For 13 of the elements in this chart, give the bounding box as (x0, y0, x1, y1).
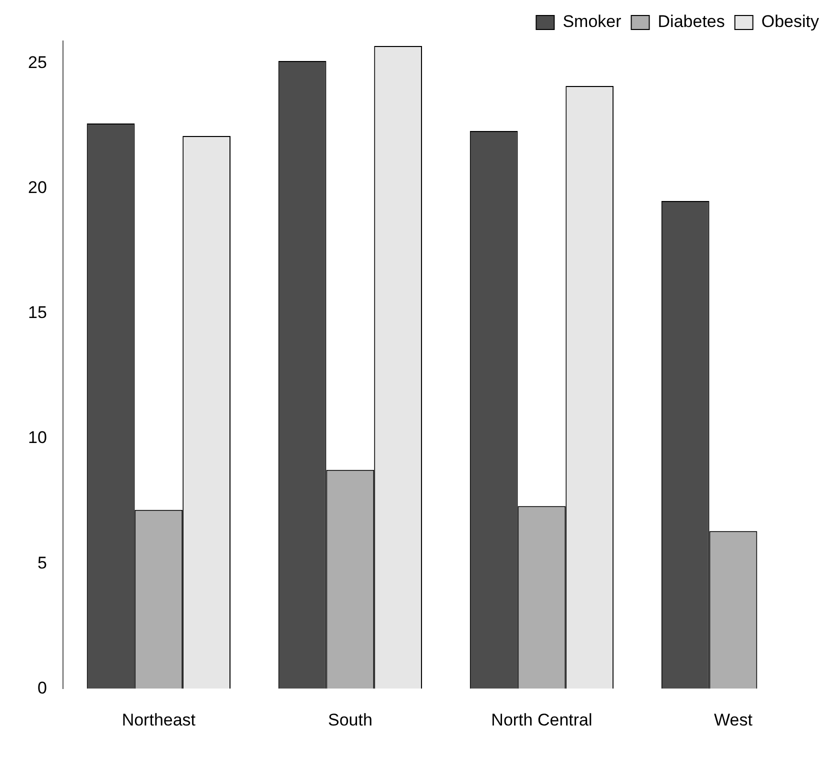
y-tick-label: 20 (28, 178, 47, 198)
y-tick-label: 0 (37, 678, 47, 698)
x-tick-label: West (714, 710, 753, 730)
x-tick-label: North Central (491, 710, 592, 730)
x-tick-label: South (328, 710, 372, 730)
y-tick-label: 15 (28, 303, 47, 322)
legend-label: Smoker (562, 12, 622, 32)
legend-label: Obesity (761, 12, 820, 32)
legend-label: Diabetes (658, 12, 725, 32)
y-tick-label: 10 (28, 428, 47, 448)
y-tick-label: 5 (37, 553, 47, 572)
x-tick-label: Northeast (122, 710, 196, 730)
y-tick-label: 25 (28, 53, 47, 72)
